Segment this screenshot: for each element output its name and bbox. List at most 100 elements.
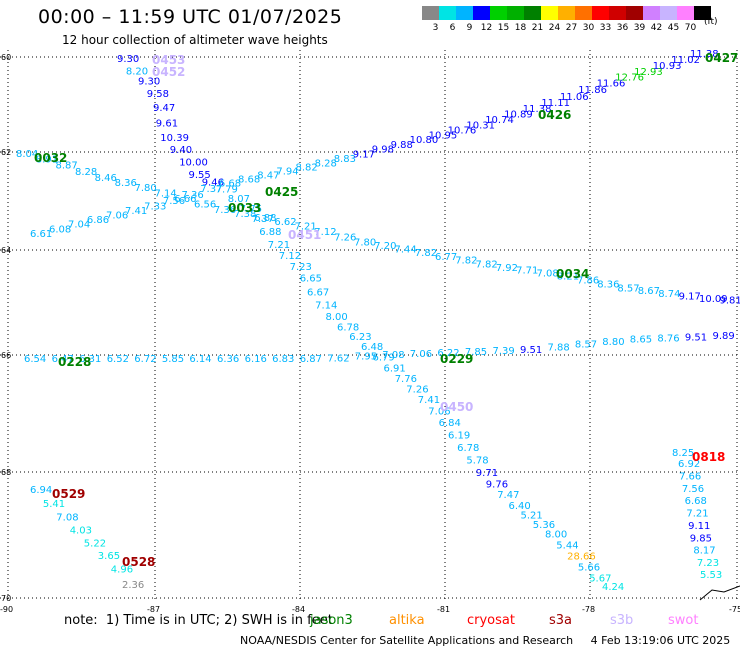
scale-swatch xyxy=(507,6,524,20)
scale-label: 6 xyxy=(449,23,456,33)
lat-tick-label: 62 xyxy=(1,148,11,157)
satellite-legend-item: s3a xyxy=(549,613,573,628)
wave-height-value: 9.55 xyxy=(189,170,211,181)
wave-height-value: 7.12 xyxy=(279,251,301,262)
wave-height-value: 8.17 xyxy=(693,546,715,557)
wave-height-value: 6.66 xyxy=(174,194,196,205)
wave-height-value: 4.96 xyxy=(111,565,133,576)
pass-label: 0228 xyxy=(58,355,91,369)
pass-label: 0032 xyxy=(34,151,67,165)
wave-height-value: 11.86 xyxy=(578,85,607,96)
scale-label: 39 xyxy=(633,23,646,33)
wave-height-value: 8.80 xyxy=(602,337,624,348)
wave-height-value: 7.06 xyxy=(410,349,432,360)
scale-swatch xyxy=(524,6,541,20)
wave-height-value: 7.37 xyxy=(200,184,222,195)
wave-height-value: 8.57 xyxy=(575,340,597,351)
wave-height-value: 10.00 xyxy=(179,158,208,169)
wave-height-value: 8.36 xyxy=(597,279,619,290)
axis-tick-labels: -90 -87 -84 -81 -78 -75 60 62 64 66 68 70 xyxy=(0,53,740,614)
wave-height-value: 7.14 xyxy=(155,188,177,199)
wave-height-value: 5.22 xyxy=(84,538,106,549)
wave-height-value: 7.23 xyxy=(697,558,719,569)
wave-height-value: 6.78 xyxy=(457,443,479,454)
scale-swatch xyxy=(694,6,711,20)
pass-label: 0451 xyxy=(288,228,321,242)
wave-height-value: 6.08 xyxy=(49,224,71,235)
scale-swatch xyxy=(490,6,507,20)
wave-height-value: 6.31 xyxy=(79,354,101,365)
wave-height-value: 7.06 xyxy=(428,406,450,417)
wave-height-value: 6.62 xyxy=(274,217,296,228)
wave-height-value: 5.36 xyxy=(533,520,555,531)
pass-label: 0818 xyxy=(692,450,725,464)
wave-height-value: 8.07 xyxy=(228,194,250,205)
wave-height-value: 8.46 xyxy=(95,173,117,184)
wave-height-value: 7.21 xyxy=(268,240,290,251)
wave-height-value: 6.67 xyxy=(307,287,329,298)
wave-height-value: 9.85 xyxy=(690,534,712,545)
wave-height-value: 6.52 xyxy=(107,354,129,365)
wave-height-value: 9.17 xyxy=(679,291,701,302)
lon-tick-label: -81 xyxy=(437,605,450,614)
wave-height-value: 7.76 xyxy=(395,374,417,385)
wave-height-value: 10.93 xyxy=(653,61,682,72)
map-subtitle: 12 hour collection of altimeter wave hei… xyxy=(62,33,328,47)
wave-height-value: 7.37 xyxy=(252,214,274,225)
scale-swatch xyxy=(592,6,609,20)
scale-label: 21 xyxy=(531,23,544,33)
wave-height-value: 9.81 xyxy=(720,296,740,307)
scale-swatch xyxy=(643,6,660,20)
scale-label: 36 xyxy=(616,23,629,33)
wave-height-value: 7.14 xyxy=(315,301,337,312)
coastline xyxy=(699,585,740,601)
wave-height-value: 6.47 xyxy=(52,354,74,365)
wave-height-value: 7.36 xyxy=(182,190,204,201)
wave-height-value: 9.71 xyxy=(476,468,498,479)
lon-tick-label: -75 xyxy=(729,605,740,614)
wave-height-value: 9.51 xyxy=(685,332,707,343)
wave-height-value: 5.66 xyxy=(578,563,600,574)
wave-height-value: 7.33 xyxy=(144,201,166,212)
scale-swatch xyxy=(677,6,694,20)
wave-height-value: 11.66 xyxy=(597,78,626,89)
wave-height-value: 10.95 xyxy=(429,130,458,141)
satellite-legend-item: s3b xyxy=(610,613,634,628)
scale-label: 3 xyxy=(432,23,439,33)
pass-label: 0452 xyxy=(152,65,185,79)
wave-height-value: 8.20 xyxy=(126,67,148,78)
wave-height-value: 6.87 xyxy=(300,354,322,365)
pass-label: 0529 xyxy=(52,487,85,501)
scale-label: 24 xyxy=(548,23,561,33)
wave-height-value: 28.66 xyxy=(567,552,596,563)
wave-height-value: 6.68 xyxy=(219,178,241,189)
scale-swatch xyxy=(439,6,456,20)
wave-height-value: 7.38 xyxy=(234,209,256,220)
wave-height-value: 12.93 xyxy=(634,67,663,78)
wave-height-value: 7.82 xyxy=(415,248,437,259)
wave-height-value: 9.51 xyxy=(520,345,542,356)
wave-height-value: 7.71 xyxy=(516,266,538,277)
wave-height-value: 5.67 xyxy=(589,573,611,584)
wave-height-value: 8.28 xyxy=(75,167,97,178)
pass-label: 0453 xyxy=(152,53,185,67)
scale-label: 33 xyxy=(599,23,612,33)
scale-label: 70 xyxy=(684,23,697,33)
pass-label: 0450 xyxy=(440,400,473,414)
wave-height-value: 6.23 xyxy=(349,332,371,343)
scale-swatch xyxy=(558,6,575,20)
wave-height-value: 5.41 xyxy=(43,499,65,510)
wave-height-value: 5.53 xyxy=(700,570,722,581)
wave-height-value: 5.44 xyxy=(556,540,578,551)
wave-height-value: 8.91 xyxy=(36,155,58,166)
wave-height-value: 7.08 xyxy=(382,350,404,361)
wave-height-value: 12.76 xyxy=(615,72,644,83)
wave-height-value: 6.91 xyxy=(384,364,406,375)
wave-height-value: 5.85 xyxy=(162,354,184,365)
scale-label: 30 xyxy=(582,23,595,33)
scale-swatch xyxy=(541,6,558,20)
wave-height-value: 6.36 xyxy=(217,354,239,365)
wave-height-value: 8.00 xyxy=(545,530,567,541)
wave-height-value: 9.88 xyxy=(391,140,413,151)
wave-height-value: 10.09 xyxy=(699,294,728,305)
